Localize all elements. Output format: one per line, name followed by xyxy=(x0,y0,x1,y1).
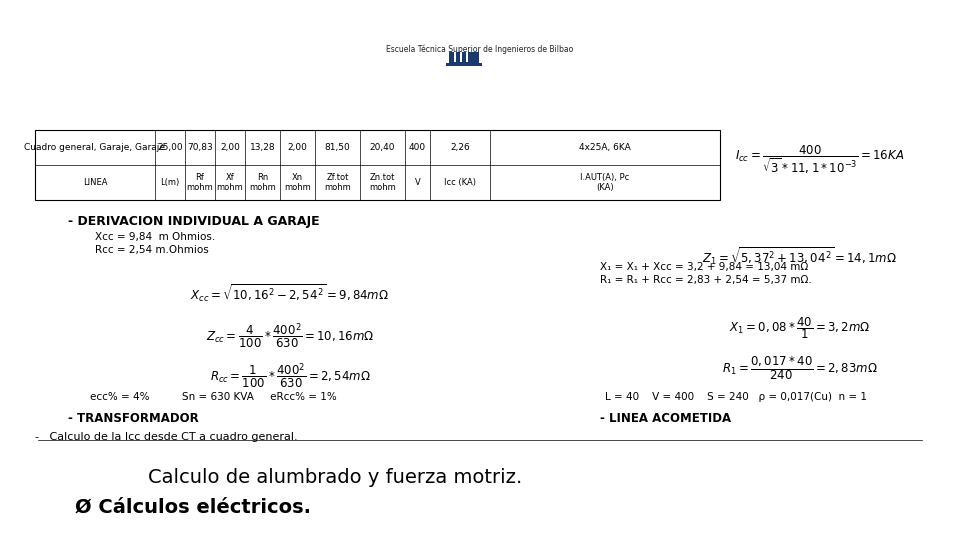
Text: $I_{cc} = \dfrac{400}{\sqrt{3} * 11,1 * 10^{-3}} = 16 KA$: $I_{cc} = \dfrac{400}{\sqrt{3} * 11,1 * … xyxy=(735,144,904,176)
Text: V: V xyxy=(415,178,420,187)
Text: 70,83: 70,83 xyxy=(187,143,213,152)
Text: 81,50: 81,50 xyxy=(324,143,350,152)
Bar xyxy=(454,52,456,62)
Text: L = 40    V = 400    S = 240   ρ = 0,017(Cu)  n = 1: L = 40 V = 400 S = 240 ρ = 0,017(Cu) n =… xyxy=(605,392,867,402)
Text: Rf
mohm: Rf mohm xyxy=(186,173,213,192)
Text: 4x25A, 6KA: 4x25A, 6KA xyxy=(579,143,631,152)
Text: Escuela Técnica Superior de Ingenieros de Bilbao: Escuela Técnica Superior de Ingenieros d… xyxy=(386,45,574,55)
Text: R₁ = R₁ + Rcc = 2,83 + 2,54 = 5,37 mΩ.: R₁ = R₁ + Rcc = 2,83 + 2,54 = 5,37 mΩ. xyxy=(600,275,812,285)
Text: Rn
mohm: Rn mohm xyxy=(250,173,276,192)
Text: $R_{cc} = \dfrac{1}{100} * \dfrac{400^2}{630} = 2,54m\Omega$: $R_{cc} = \dfrac{1}{100} * \dfrac{400^2}… xyxy=(209,362,371,392)
Text: Cuadro general, Garaje, Garaje: Cuadro general, Garaje, Garaje xyxy=(25,143,165,152)
Text: Ø Cálculos eléctricos.: Ø Cálculos eléctricos. xyxy=(75,498,311,517)
Bar xyxy=(460,52,462,62)
Text: 13,28: 13,28 xyxy=(250,143,276,152)
Text: - DERIVACION INDIVIDUAL A GARAJE: - DERIVACION INDIVIDUAL A GARAJE xyxy=(68,215,320,228)
Bar xyxy=(449,52,479,63)
Text: Calculo de alumbrado y fuerza motriz.: Calculo de alumbrado y fuerza motriz. xyxy=(148,468,522,487)
Text: $Z_1 = \sqrt{5,37^2 + 13,04^2} = 14,1m\Omega$: $Z_1 = \sqrt{5,37^2 + 13,04^2} = 14,1m\O… xyxy=(703,245,898,267)
Bar xyxy=(466,52,468,62)
Text: Xcc = 9,84  m Ohmios.: Xcc = 9,84 m Ohmios. xyxy=(95,232,215,242)
Text: $X_{cc} = \sqrt{10,16^2 - 2,54^2} = 9,84m\Omega$: $X_{cc} = \sqrt{10,16^2 - 2,54^2} = 9,84… xyxy=(190,282,390,304)
Text: - LINEA ACOMETIDA: - LINEA ACOMETIDA xyxy=(600,412,732,425)
Text: 2,00: 2,00 xyxy=(288,143,307,152)
Text: 25,00: 25,00 xyxy=(157,143,182,152)
Text: Rcc = 2,54 m.Ohmios: Rcc = 2,54 m.Ohmios xyxy=(95,245,208,255)
Text: - TRANSFORMADOR: - TRANSFORMADOR xyxy=(68,412,199,425)
Text: -   Calculo de la Icc desde CT a cuadro general.: - Calculo de la Icc desde CT a cuadro ge… xyxy=(35,432,298,442)
Text: Xn
mohm: Xn mohm xyxy=(284,173,311,192)
Text: LINEA: LINEA xyxy=(83,178,108,187)
Text: 2,00: 2,00 xyxy=(220,143,240,152)
Text: 400: 400 xyxy=(409,143,426,152)
Text: $Z_{cc} = \dfrac{4}{100} * \dfrac{400^2}{630} = 10,16m\Omega$: $Z_{cc} = \dfrac{4}{100} * \dfrac{400^2}… xyxy=(205,322,374,352)
Text: 2,26: 2,26 xyxy=(450,143,469,152)
Text: I.AUT(A), Pc
(KA): I.AUT(A), Pc (KA) xyxy=(581,173,630,192)
Text: Zf.tot
mohm: Zf.tot mohm xyxy=(324,173,350,192)
Text: Xf
mohm: Xf mohm xyxy=(217,173,244,192)
Text: X₁ = X₁ + Xcc = 3,2 + 9,84 = 13,04 mΩ: X₁ = X₁ + Xcc = 3,2 + 9,84 = 13,04 mΩ xyxy=(600,262,808,272)
Text: 20,40: 20,40 xyxy=(370,143,396,152)
Text: $X_1 = 0,08 * \dfrac{40}{1} = 3,2m\Omega$: $X_1 = 0,08 * \dfrac{40}{1} = 3,2m\Omega… xyxy=(730,315,871,341)
Text: $R_1 = \dfrac{0,017*40}{240} = 2,83m\Omega$: $R_1 = \dfrac{0,017*40}{240} = 2,83m\Ome… xyxy=(722,355,877,382)
Text: Icc (KA): Icc (KA) xyxy=(444,178,476,187)
Text: Zn.tot
mohm: Zn.tot mohm xyxy=(370,173,396,192)
Text: ecc% = 4%          Sn = 630 KVA     eRcc% = 1%: ecc% = 4% Sn = 630 KVA eRcc% = 1% xyxy=(90,392,337,402)
Bar xyxy=(35,130,720,200)
Text: L(m): L(m) xyxy=(160,178,180,187)
Bar xyxy=(446,63,482,65)
